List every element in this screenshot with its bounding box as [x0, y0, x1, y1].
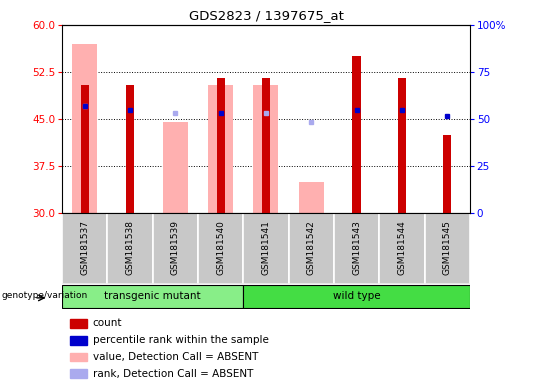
- Text: GSM181543: GSM181543: [352, 220, 361, 275]
- Title: GDS2823 / 1397675_at: GDS2823 / 1397675_at: [188, 9, 343, 22]
- Bar: [126, 84, 134, 213]
- Text: GSM181537: GSM181537: [80, 220, 89, 275]
- Bar: [153, 213, 198, 284]
- Bar: [70, 353, 86, 361]
- Text: GSM181539: GSM181539: [171, 220, 180, 275]
- Text: GSM181538: GSM181538: [126, 220, 134, 275]
- Text: rank, Detection Call = ABSENT: rank, Detection Call = ABSENT: [93, 369, 253, 379]
- Bar: [80, 84, 89, 213]
- Bar: [70, 369, 86, 378]
- Text: GSM181544: GSM181544: [397, 220, 406, 275]
- Bar: [262, 78, 270, 213]
- Bar: [217, 78, 225, 213]
- Bar: [163, 122, 188, 213]
- Bar: [72, 44, 97, 213]
- Text: value, Detection Call = ABSENT: value, Detection Call = ABSENT: [93, 352, 258, 362]
- Bar: [353, 56, 361, 213]
- Bar: [244, 213, 288, 284]
- Bar: [62, 285, 244, 308]
- Text: wild type: wild type: [333, 291, 380, 301]
- Bar: [398, 78, 406, 213]
- Bar: [379, 213, 424, 284]
- Text: transgenic mutant: transgenic mutant: [104, 291, 201, 301]
- Bar: [107, 213, 153, 284]
- Bar: [244, 285, 470, 308]
- Text: GSM181542: GSM181542: [307, 220, 316, 275]
- Bar: [70, 319, 86, 328]
- Bar: [62, 213, 107, 284]
- Text: GSM181545: GSM181545: [443, 220, 451, 275]
- Text: count: count: [93, 318, 122, 328]
- Text: percentile rank within the sample: percentile rank within the sample: [93, 335, 268, 345]
- Bar: [288, 213, 334, 284]
- Bar: [253, 84, 279, 213]
- Bar: [443, 135, 451, 213]
- Bar: [70, 336, 86, 344]
- Text: genotype/variation: genotype/variation: [1, 291, 87, 300]
- Bar: [299, 182, 323, 213]
- Bar: [198, 213, 244, 284]
- Bar: [334, 213, 379, 284]
- Text: GSM181541: GSM181541: [261, 220, 271, 275]
- Text: GSM181540: GSM181540: [216, 220, 225, 275]
- Bar: [208, 84, 233, 213]
- Bar: [424, 213, 470, 284]
